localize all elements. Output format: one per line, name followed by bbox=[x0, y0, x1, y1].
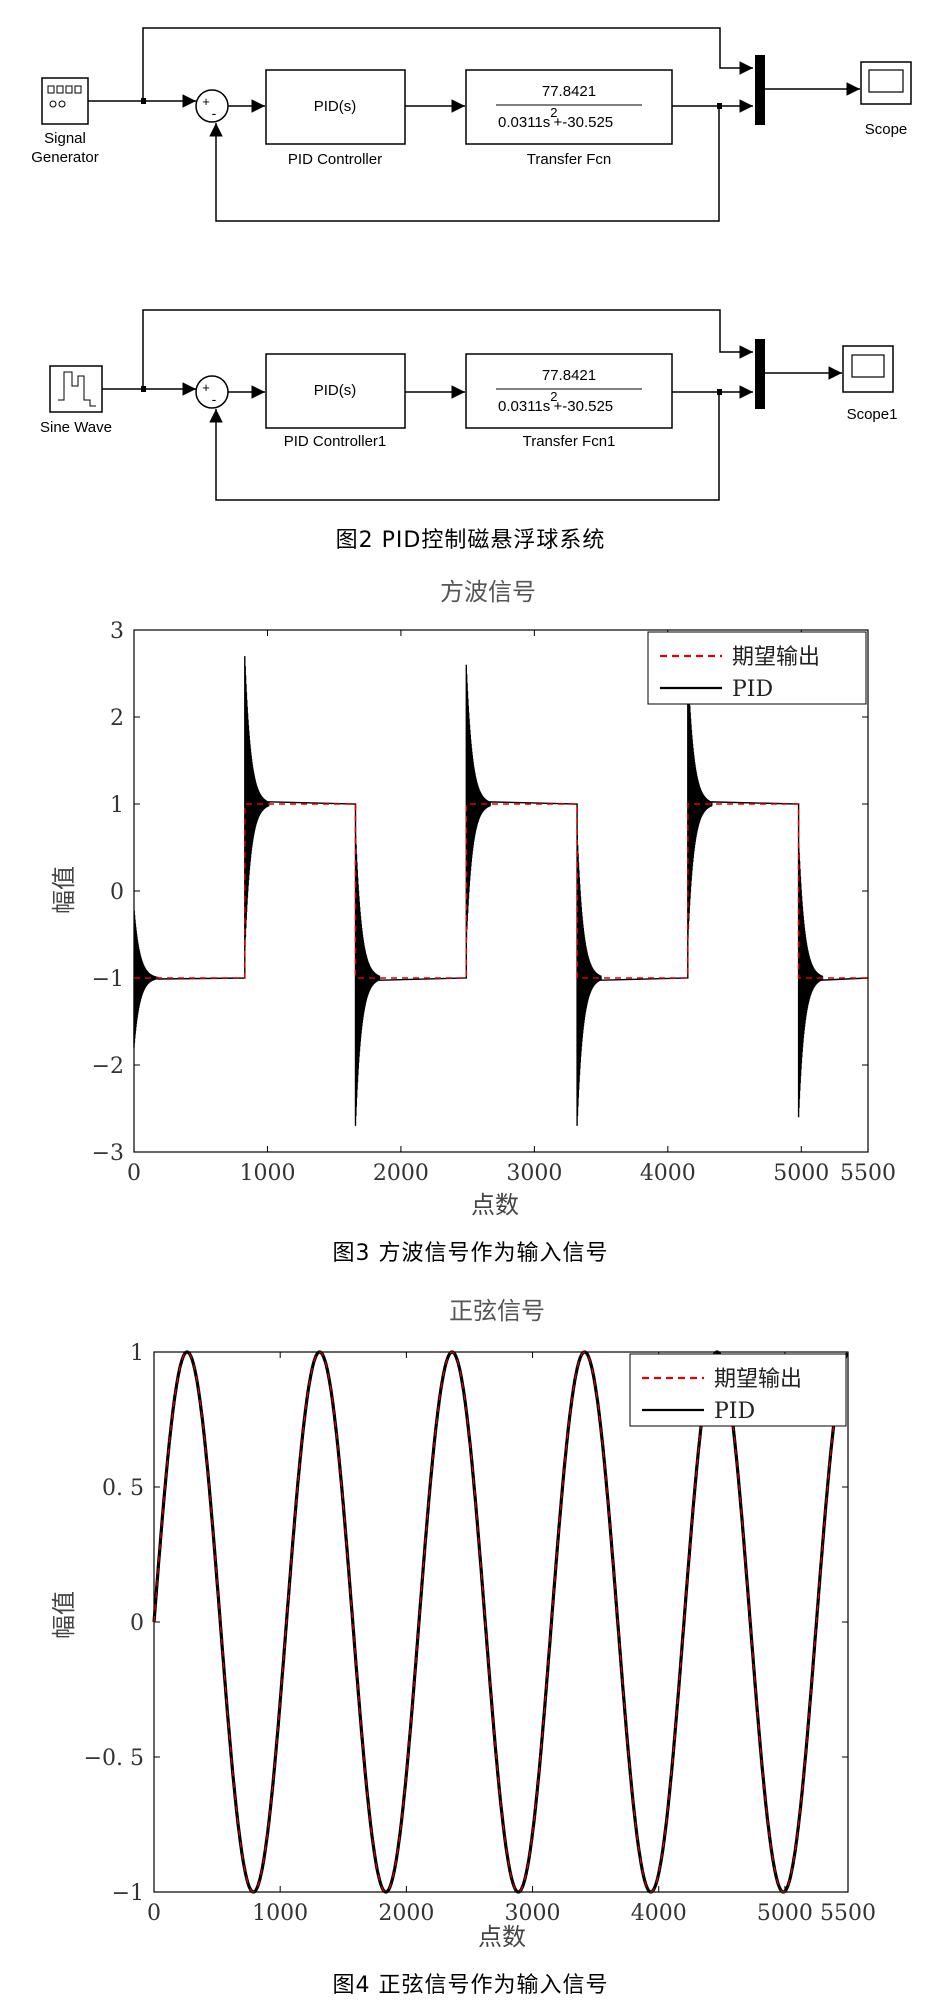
pid-controller1-text: PID(s) bbox=[314, 382, 357, 399]
y-tick-label: −1 bbox=[112, 1881, 144, 1906]
pid-controller-block: PID(s) PID Controller bbox=[265, 69, 406, 168]
plot-area bbox=[133, 656, 869, 1126]
series-pid-line bbox=[133, 656, 869, 1126]
x-tick-label: 5000 bbox=[773, 1161, 829, 1186]
block-diagram-svg: Signal Generator + - PID(s) PID Controll… bbox=[31, 27, 912, 501]
sum-block-1: + - bbox=[195, 89, 229, 123]
transfer-fcn-block: 77.8421 0.0311s2 +-30.525 Transfer Fcn bbox=[465, 69, 673, 168]
legend-box bbox=[629, 1353, 847, 1427]
plot-axes: 0 1000 2000 3000 4000 5000 5500 −3 −2 −1 0 1 2 3 bbox=[92, 619, 896, 1186]
y-tick-label: 2 bbox=[110, 706, 124, 731]
sine-wave-figure: 正弦信号 幅值 点数 0 1000 2000 3000 4000 5000 5500 −1 −0… bbox=[0, 1285, 941, 2016]
sine-wave-block: Sine Wave bbox=[40, 365, 112, 436]
figure-2-caption: 图2 PID控制磁悬浮球系统 bbox=[335, 528, 606, 553]
x-tick-label: 1000 bbox=[239, 1161, 295, 1186]
y-tick-label: 0. 5 bbox=[102, 1476, 144, 1501]
series-pid-line bbox=[152, 1350, 849, 1894]
mux-block-1 bbox=[755, 55, 765, 125]
scope-label: Scope bbox=[865, 121, 908, 138]
x-tick-label: 5500 bbox=[840, 1161, 896, 1186]
square-wave-chart: 方波信号 幅值 点数 0 1000 2000 3000 4000 5000 5500 −3 −2… bbox=[50, 578, 896, 1219]
legend-label: PID bbox=[714, 1399, 755, 1424]
chart-legend: 期望输出 PID bbox=[629, 1353, 847, 1427]
x-axis-label: 点数 bbox=[471, 1191, 519, 1219]
chart-title: 正弦信号 bbox=[449, 1297, 545, 1325]
y-tick-label: −1 bbox=[92, 967, 124, 992]
chart-legend: 期望输出 PID bbox=[647, 631, 867, 705]
sum-block-2: + - bbox=[195, 375, 229, 409]
y-tick-label: −2 bbox=[92, 1054, 124, 1079]
diagram-row-1: Signal Generator + - PID(s) PID Controll… bbox=[31, 27, 912, 222]
tf-denominator: 0.0311s2 +-30.525 bbox=[498, 105, 613, 131]
transfer-fcn1-label: Transfer Fcn1 bbox=[523, 433, 616, 450]
transfer-fcn1-block: 77.8421 0.0311s2 +-30.525 Transfer Fcn1 bbox=[465, 353, 673, 450]
x-tick-label: 4000 bbox=[640, 1161, 696, 1186]
x-tick-label: 5500 bbox=[820, 1901, 876, 1926]
scope-block: Scope bbox=[860, 61, 912, 138]
tf1-numerator: 77.8421 bbox=[542, 367, 596, 384]
x-tick-label: 1000 bbox=[252, 1901, 308, 1926]
x-tick-label: 3000 bbox=[505, 1901, 561, 1926]
y-tick-label: −0. 5 bbox=[84, 1746, 144, 1771]
legend-label: 期望输出 bbox=[714, 1367, 802, 1392]
plot-axes: 0 1000 2000 3000 4000 5000 5500 −1 −0. 5 0 0. 5 1 bbox=[84, 1341, 876, 1926]
diagram-row-2: Sine Wave + - PID(s) PID Controller1 77.… bbox=[40, 309, 898, 501]
scope1-label: Scope1 bbox=[847, 406, 898, 423]
sum-plus-sign: + bbox=[202, 380, 210, 395]
y-tick-label: −3 bbox=[92, 1141, 124, 1166]
x-tick-label: 2000 bbox=[378, 1901, 434, 1926]
sum-minus-sign: - bbox=[212, 105, 217, 121]
x-tick-label: 4000 bbox=[631, 1901, 687, 1926]
signal-generator-label-1: Signal bbox=[44, 130, 86, 147]
legend-box bbox=[647, 631, 867, 705]
legend-label: PID bbox=[732, 677, 773, 702]
figure-4-caption: 图4 正弦信号作为输入信号 bbox=[332, 1973, 609, 1998]
y-axis-label: 幅值 bbox=[50, 866, 78, 914]
sine-wave-chart: 正弦信号 幅值 点数 0 1000 2000 3000 4000 5000 5500 −1 −0… bbox=[50, 1297, 876, 1950]
tf1-denominator: 0.0311s2 +-30.525 bbox=[498, 389, 613, 415]
tf-numerator: 77.8421 bbox=[542, 83, 596, 100]
square-wave-figure: 方波信号 幅值 点数 0 1000 2000 3000 4000 5000 5500 −3 −2… bbox=[0, 570, 941, 1285]
x-tick-label: 2000 bbox=[373, 1161, 429, 1186]
pid-controller1-block: PID(s) PID Controller1 bbox=[265, 353, 406, 450]
y-tick-label: 3 bbox=[110, 619, 124, 644]
x-tick-label: 5000 bbox=[757, 1901, 813, 1926]
y-axis-label: 幅值 bbox=[50, 1591, 78, 1639]
sum-minus-sign: - bbox=[212, 391, 217, 407]
transfer-fcn-label: Transfer Fcn bbox=[527, 151, 611, 168]
signal-generator-label-2: Generator bbox=[31, 149, 99, 166]
x-tick-label: 0 bbox=[127, 1161, 141, 1186]
x-axis-label: 点数 bbox=[478, 1923, 526, 1950]
scope1-block: Scope1 bbox=[842, 345, 898, 423]
legend-label: 期望输出 bbox=[732, 645, 820, 670]
pid-controller-text: PID(s) bbox=[314, 98, 357, 115]
y-tick-label: 1 bbox=[130, 1341, 144, 1366]
y-tick-label: 0 bbox=[130, 1611, 144, 1636]
plot-area bbox=[152, 1350, 849, 1894]
mux-block-2 bbox=[755, 339, 765, 409]
pid-block-diagram-figure: Signal Generator + - PID(s) PID Controll… bbox=[0, 0, 941, 570]
y-tick-label: 1 bbox=[110, 793, 124, 818]
sum-plus-sign: + bbox=[202, 94, 210, 109]
signal-generator-block: Signal Generator bbox=[31, 77, 99, 166]
sine-wave-label: Sine Wave bbox=[40, 419, 112, 436]
chart-title: 方波信号 bbox=[440, 578, 536, 606]
figure-3-caption: 图3 方波信号作为输入信号 bbox=[332, 1241, 609, 1266]
pid-controller1-label: PID Controller1 bbox=[284, 433, 387, 450]
pid-controller-label: PID Controller bbox=[288, 151, 382, 168]
x-tick-label: 3000 bbox=[506, 1161, 562, 1186]
x-tick-label: 0 bbox=[147, 1901, 161, 1926]
y-tick-label: 0 bbox=[110, 880, 124, 905]
